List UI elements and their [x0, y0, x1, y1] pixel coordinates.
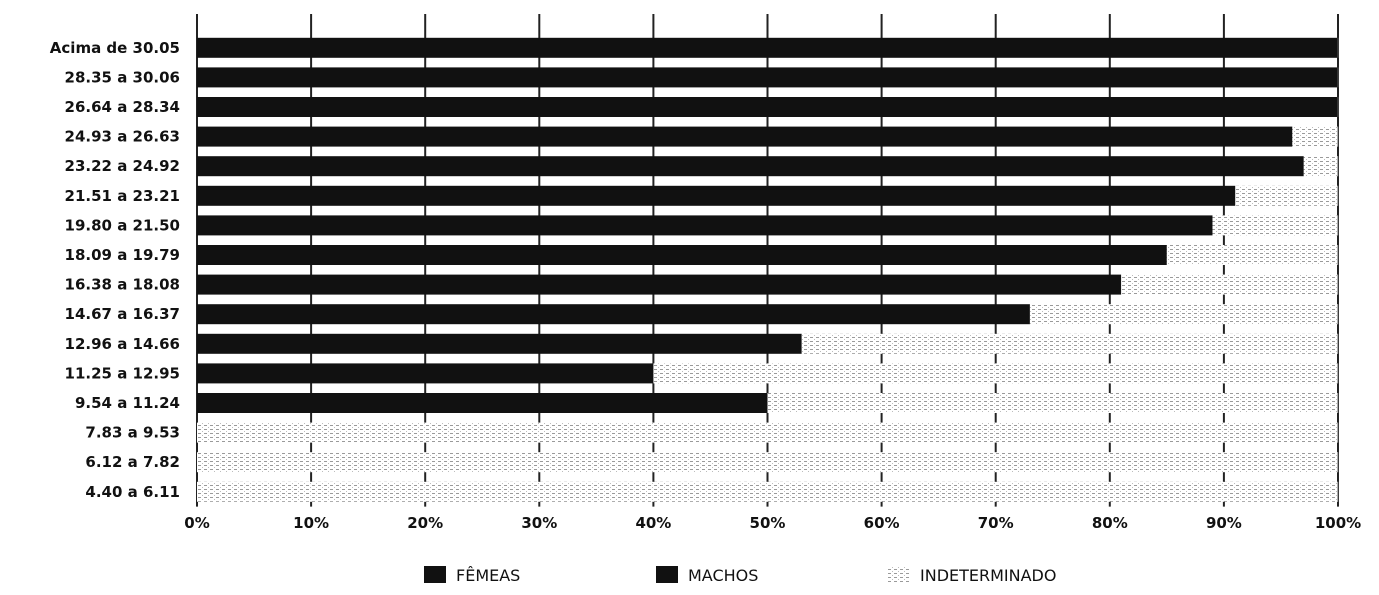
category-label: 21.51 a 23.21 [65, 187, 180, 205]
bar-segment [1029, 304, 1338, 325]
x-tick-label: 50% [750, 514, 786, 532]
category-label: 19.80 a 21.50 [65, 216, 180, 234]
x-tick-label: 40% [635, 514, 671, 532]
bar-segment [1121, 274, 1338, 295]
x-tick-label: 0% [184, 514, 209, 532]
bar-segment [197, 67, 1338, 88]
bar-segment [197, 363, 654, 384]
bar-segment [197, 452, 1338, 473]
category-label: 6.12 a 7.82 [85, 453, 180, 471]
x-tick-label: 90% [1206, 514, 1242, 532]
legend-label: MACHOS [688, 566, 758, 585]
category-labels: Acima de 30.05 28.35 a 30.06 26.64 a 28.34… [50, 39, 180, 501]
category-label: 24.93 a 26.63 [65, 128, 180, 146]
category-label: 12.96 a 14.66 [65, 335, 180, 353]
x-tick-label: 100% [1315, 514, 1361, 532]
bar-segment [197, 393, 768, 413]
bar-segment [197, 481, 1338, 502]
bar-segment [197, 422, 1338, 443]
bar-segment [197, 126, 1293, 147]
x-tick-label: 20% [407, 514, 443, 532]
category-label: 28.35 a 30.06 [65, 68, 180, 86]
bar-segment [197, 274, 1122, 295]
category-label: 23.22 a 24.92 [65, 157, 180, 175]
bar-segment [197, 156, 1304, 177]
bar-segment [801, 333, 1338, 354]
x-tick-label: 80% [1092, 514, 1128, 532]
category-label: Acima de 30.05 [50, 39, 180, 57]
bar-segment [1292, 126, 1338, 147]
legend-label: INDETERMINADO [920, 566, 1056, 585]
category-label: 18.09 a 19.79 [65, 246, 180, 264]
category-label: 26.64 a 28.34 [65, 98, 180, 116]
category-label: 7.83 a 9.53 [85, 424, 180, 442]
bars [197, 37, 1339, 502]
category-label: 4.40 a 6.11 [85, 483, 180, 501]
x-tick-label: 70% [978, 514, 1014, 532]
bar-segment [1212, 215, 1338, 236]
legend-label: FÊMEAS [456, 566, 520, 585]
x-tick-label: 60% [864, 514, 900, 532]
bar-segment [197, 215, 1213, 236]
category-label: 9.54 a 11.24 [75, 394, 180, 412]
x-tick-label: 10% [293, 514, 329, 532]
legend-swatch [656, 566, 678, 583]
bar-segment [197, 304, 1030, 325]
bar-segment [197, 37, 1338, 58]
legend: FÊMEAS MACHOS INDETERMINADO [424, 566, 1056, 585]
category-label: 14.67 a 16.37 [65, 305, 180, 323]
bar-segment [767, 393, 1338, 413]
legend-swatch [424, 566, 446, 583]
category-label: 16.38 a 18.08 [65, 276, 180, 294]
category-label: 11.25 a 12.95 [65, 364, 180, 382]
legend-swatch [888, 566, 910, 583]
bar-segment [197, 185, 1236, 206]
bar-segment [197, 333, 802, 354]
bar-segment [1166, 245, 1338, 265]
bar-segment [197, 245, 1167, 265]
bar-segment [197, 97, 1338, 117]
bar-segment [1303, 156, 1338, 177]
bar-segment [1235, 185, 1338, 206]
x-tick-labels: 0% 10% 20% 30% 40% 50% 60% 70% 80% 90% 100% [184, 514, 1361, 532]
bar-segment [653, 363, 1338, 384]
x-tick-label: 30% [521, 514, 557, 532]
